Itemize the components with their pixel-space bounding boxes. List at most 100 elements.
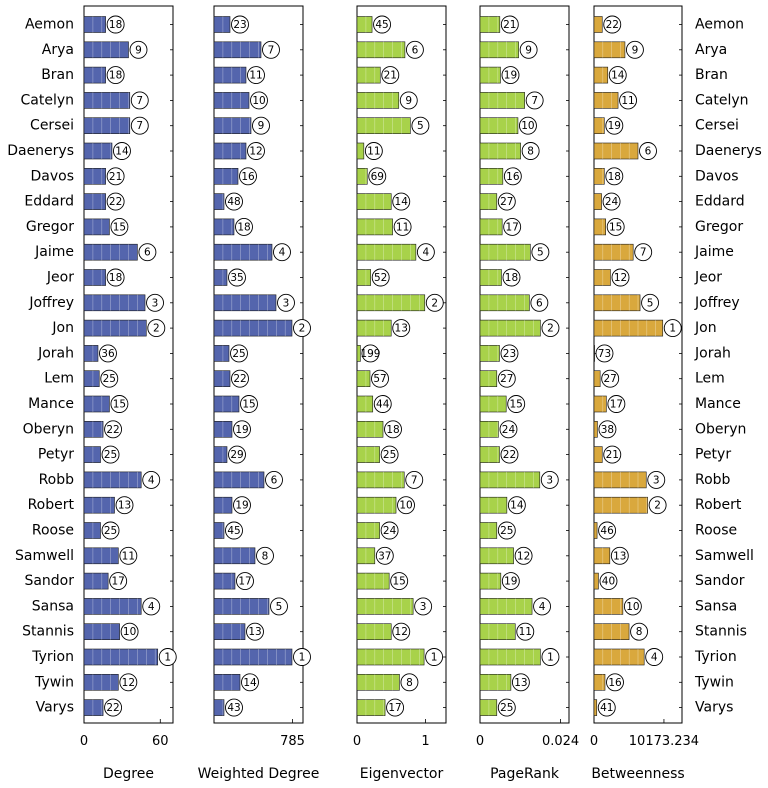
rank-circle xyxy=(252,116,270,135)
bar xyxy=(83,623,120,641)
bar xyxy=(356,496,397,514)
rank-circle xyxy=(392,319,411,338)
rank-label: 1 xyxy=(299,652,306,664)
rank-label: 25 xyxy=(232,348,245,360)
rank-label: 2 xyxy=(654,500,661,512)
rank-circle xyxy=(531,243,550,262)
category-label-right: Davos xyxy=(695,168,739,184)
rank-circle xyxy=(603,15,622,34)
rank-circle xyxy=(225,698,243,717)
x-tick-label: 0 xyxy=(476,734,484,749)
bar xyxy=(479,218,503,236)
rank-circle xyxy=(228,268,246,287)
rank-label: 14 xyxy=(115,146,129,158)
rank-circle xyxy=(625,40,644,59)
rank-circle xyxy=(130,116,149,135)
bar xyxy=(213,66,247,84)
rank-circle xyxy=(519,40,538,59)
category-label-right: Stannis xyxy=(695,624,747,640)
rank-label: 25 xyxy=(103,373,116,385)
rank-circle xyxy=(516,622,535,641)
rank-label: 10 xyxy=(399,500,412,512)
bar xyxy=(83,345,99,362)
bar xyxy=(479,370,498,388)
rank-label: 17 xyxy=(610,399,623,411)
rank-circle xyxy=(381,66,400,85)
bar xyxy=(83,142,113,160)
rank-circle xyxy=(599,572,618,591)
category-label-left: Jorah xyxy=(37,345,74,361)
rank-label: 25 xyxy=(104,449,117,461)
rank-label: 3 xyxy=(420,601,427,613)
bar xyxy=(83,218,110,236)
bar xyxy=(593,168,605,185)
bar xyxy=(356,243,417,261)
bar xyxy=(356,446,380,463)
category-label-right: Daenerys xyxy=(695,143,762,159)
bar xyxy=(593,547,611,565)
rank-label: 19 xyxy=(608,120,621,132)
bar xyxy=(213,648,293,666)
rank-label: 44 xyxy=(376,399,390,411)
bar xyxy=(479,92,525,109)
category-label-right: Catelyn xyxy=(695,92,749,108)
bar xyxy=(593,243,634,261)
rank-label: 24 xyxy=(502,424,516,436)
bar xyxy=(593,496,648,514)
rank-label: 13 xyxy=(395,323,408,335)
bar xyxy=(593,117,605,134)
bar xyxy=(356,41,406,59)
rank-label: 18 xyxy=(237,221,250,233)
rank-circle xyxy=(399,91,418,110)
rank-label: 12 xyxy=(395,626,408,638)
bar xyxy=(356,471,405,489)
category-label-left: Sansa xyxy=(32,598,74,614)
rank-circle xyxy=(507,395,526,413)
rank-circle xyxy=(645,648,664,666)
rank-label: 18 xyxy=(109,19,122,31)
rank-circle xyxy=(129,40,148,59)
rank-label: 19 xyxy=(235,500,248,512)
bar xyxy=(83,673,119,691)
bar xyxy=(479,496,508,514)
x-axis-title: Weighted Degree xyxy=(198,766,320,782)
rank-label: 6 xyxy=(144,247,151,259)
rank-label: 3 xyxy=(283,297,290,309)
category-label-right: Roose xyxy=(695,523,737,539)
panel-frame xyxy=(83,5,174,724)
rank-label: 13 xyxy=(514,677,527,689)
rank-label: 8 xyxy=(636,626,643,638)
bar xyxy=(479,117,519,134)
bar xyxy=(83,471,142,489)
bar xyxy=(593,395,607,413)
bar xyxy=(213,218,235,236)
rank-circle xyxy=(501,572,520,591)
rank-circle xyxy=(597,698,616,717)
rank-circle xyxy=(619,91,638,110)
rank-label: 6 xyxy=(271,474,278,486)
rank-label: 7 xyxy=(640,247,647,259)
rank-label: 10 xyxy=(521,120,534,132)
bar xyxy=(356,193,392,210)
bar xyxy=(593,572,599,590)
bar xyxy=(479,269,502,286)
rank-label: 7 xyxy=(411,474,418,486)
bar xyxy=(213,598,270,615)
rank-label: 52 xyxy=(374,272,387,284)
bar xyxy=(356,598,414,615)
rank-circle xyxy=(497,698,516,717)
bar xyxy=(83,446,101,463)
rank-circle xyxy=(239,167,257,186)
bar xyxy=(479,598,533,615)
rank-label: 40 xyxy=(602,576,615,588)
rank-label: 36 xyxy=(101,348,115,360)
rank-circle xyxy=(246,622,264,641)
bar xyxy=(213,496,233,514)
rank-circle xyxy=(371,268,390,287)
rank-label: 4 xyxy=(423,247,430,259)
rank-label: 6 xyxy=(536,297,543,309)
rank-label: 7 xyxy=(136,120,143,132)
bar xyxy=(356,319,392,337)
rank-circle xyxy=(231,369,249,388)
rank-label: 22 xyxy=(503,449,516,461)
